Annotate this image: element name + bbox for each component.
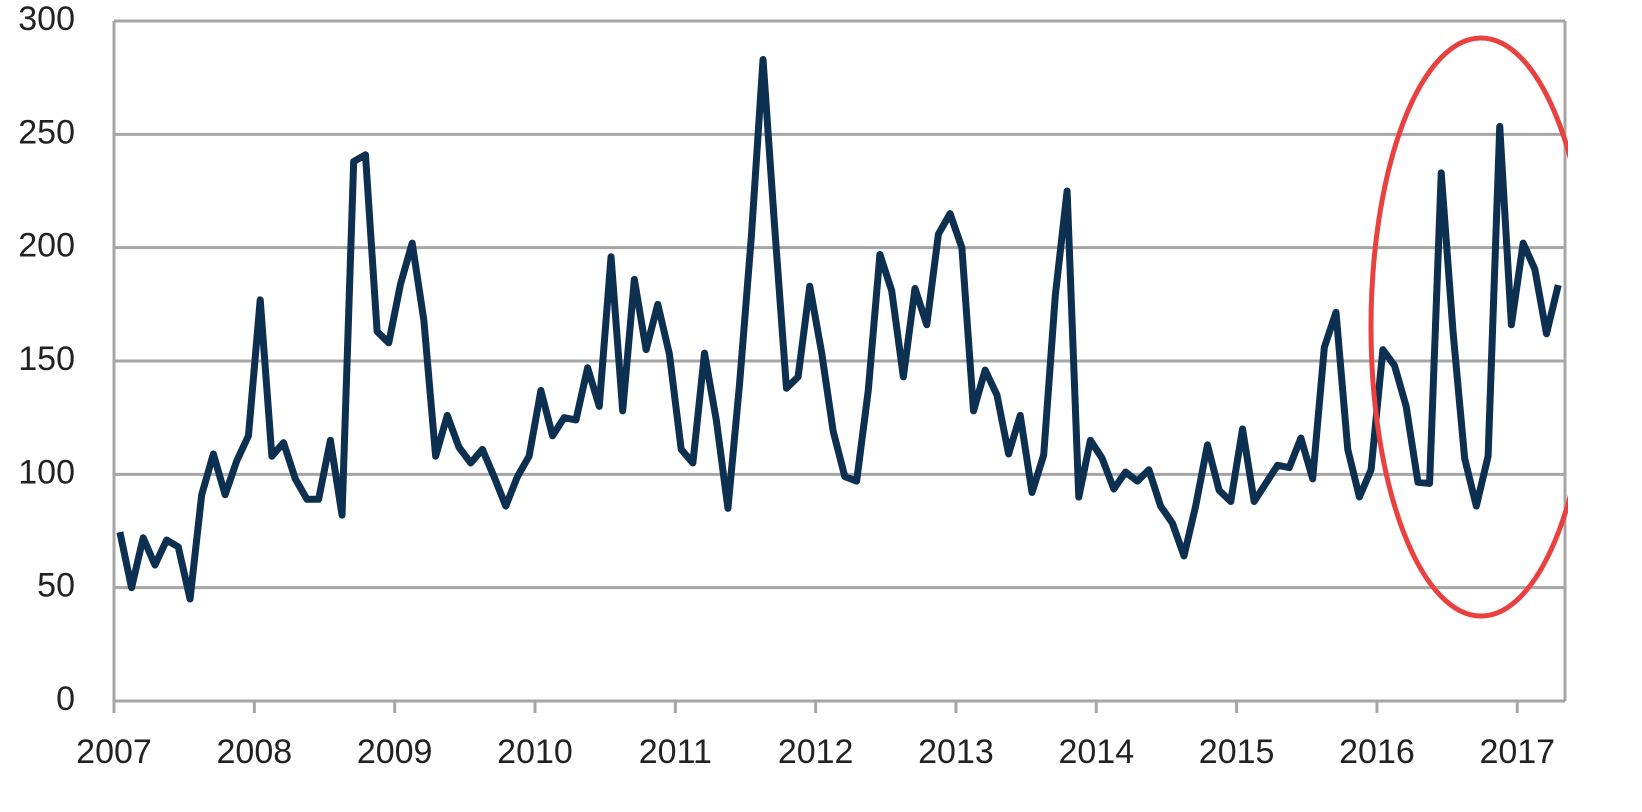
y-tick-label: 0 bbox=[56, 680, 75, 718]
y-tick-label: 200 bbox=[18, 227, 75, 265]
labels: 0 50 100 150 200 250 300 2007 2008 2009 2010 2011 20… bbox=[18, 0, 1555, 771]
highlight-ellipse bbox=[1368, 35, 1568, 619]
x-tick-label: 2011 bbox=[639, 733, 712, 771]
y-tick-label: 150 bbox=[18, 340, 75, 378]
y-tick-label: 300 bbox=[18, 0, 75, 38]
series-line bbox=[116, 56, 1562, 603]
x-tick-label: 2009 bbox=[357, 733, 433, 771]
lines bbox=[116, 56, 1562, 603]
x-tick-label: 2017 bbox=[1479, 733, 1555, 771]
x-tick-label: 2007 bbox=[76, 733, 152, 771]
y-tick-label: 250 bbox=[18, 113, 75, 151]
x-tick-label: 2014 bbox=[1058, 733, 1134, 771]
x-tick-label: 2015 bbox=[1199, 733, 1275, 771]
y-tick-label: 100 bbox=[18, 453, 75, 491]
x-tick-label: 2016 bbox=[1339, 733, 1415, 771]
x-tick-label: 2012 bbox=[778, 733, 854, 771]
x-tick-label: 2013 bbox=[918, 733, 994, 771]
x-tick-label: 2010 bbox=[497, 733, 573, 771]
y-tick-label: 50 bbox=[37, 567, 75, 605]
grid bbox=[112, 19, 1567, 713]
x-tick-label: 2008 bbox=[217, 733, 293, 771]
